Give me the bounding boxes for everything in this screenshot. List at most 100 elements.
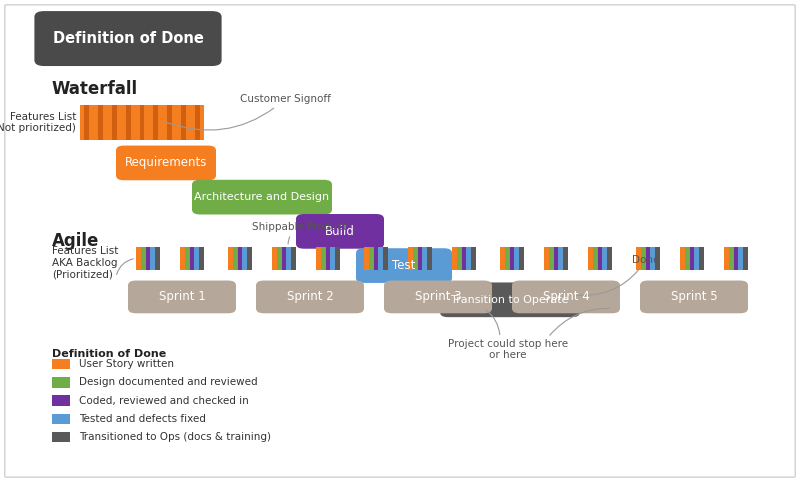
Text: Sprint 3: Sprint 3: [414, 291, 462, 303]
Bar: [167, 105, 172, 140]
Bar: [150, 247, 155, 270]
FancyBboxPatch shape: [256, 281, 364, 313]
Bar: [364, 247, 369, 270]
Bar: [602, 247, 607, 270]
Bar: [321, 247, 326, 270]
Bar: [641, 247, 646, 270]
Bar: [194, 247, 199, 270]
Text: Build: Build: [325, 225, 355, 238]
FancyBboxPatch shape: [512, 281, 620, 313]
Bar: [112, 105, 117, 140]
Bar: [330, 247, 335, 270]
Text: Transitioned to Ops (docs & training): Transitioned to Ops (docs & training): [79, 432, 271, 442]
Bar: [126, 105, 130, 140]
FancyBboxPatch shape: [640, 281, 748, 313]
Bar: [335, 247, 340, 270]
Bar: [326, 247, 330, 270]
Bar: [588, 247, 593, 270]
FancyBboxPatch shape: [296, 214, 384, 249]
Bar: [85, 105, 90, 140]
Bar: [690, 247, 694, 270]
Text: Definition of Done: Definition of Done: [53, 31, 203, 46]
Bar: [544, 247, 549, 270]
Bar: [598, 247, 602, 270]
Bar: [593, 247, 598, 270]
Text: Waterfall: Waterfall: [52, 80, 138, 98]
Bar: [316, 247, 321, 270]
FancyBboxPatch shape: [116, 146, 216, 180]
Text: Project could stop here
or here: Project could stop here or here: [448, 339, 568, 360]
Text: Features List
AKA Backlog
(Prioritized): Features List AKA Backlog (Prioritized): [52, 246, 118, 279]
Bar: [52, 414, 70, 424]
Bar: [646, 247, 650, 270]
Bar: [136, 247, 141, 270]
Bar: [650, 247, 655, 270]
Bar: [466, 247, 471, 270]
Bar: [738, 247, 743, 270]
Bar: [374, 247, 378, 270]
Bar: [554, 247, 558, 270]
Bar: [181, 105, 186, 140]
FancyBboxPatch shape: [192, 180, 332, 214]
Bar: [277, 247, 282, 270]
Bar: [194, 105, 199, 140]
Bar: [699, 247, 704, 270]
Bar: [505, 247, 510, 270]
Bar: [549, 247, 554, 270]
Text: Features List
(Not prioritized): Features List (Not prioritized): [0, 112, 76, 133]
Text: Tested and defects fixed: Tested and defects fixed: [79, 414, 206, 424]
Bar: [427, 247, 432, 270]
Bar: [233, 247, 238, 270]
Text: Definition of Done: Definition of Done: [52, 349, 166, 359]
Text: User Story written: User Story written: [79, 359, 174, 369]
Bar: [238, 247, 242, 270]
Text: Customer Signoff: Customer Signoff: [166, 94, 331, 130]
Bar: [743, 247, 748, 270]
Bar: [185, 247, 190, 270]
Bar: [563, 247, 568, 270]
Bar: [286, 247, 291, 270]
Bar: [519, 247, 524, 270]
Bar: [729, 247, 734, 270]
Bar: [139, 105, 145, 140]
Bar: [378, 247, 383, 270]
Bar: [408, 247, 413, 270]
Bar: [52, 432, 70, 442]
Bar: [457, 247, 462, 270]
Text: Agile: Agile: [52, 232, 99, 250]
Bar: [636, 247, 641, 270]
Bar: [98, 105, 103, 140]
Bar: [418, 247, 422, 270]
Bar: [383, 247, 388, 270]
Bar: [471, 247, 476, 270]
FancyBboxPatch shape: [440, 282, 580, 317]
Bar: [228, 247, 233, 270]
Bar: [141, 247, 146, 270]
Text: Test: Test: [392, 259, 416, 272]
Text: Sprint 5: Sprint 5: [670, 291, 718, 303]
Bar: [694, 247, 699, 270]
Bar: [452, 247, 457, 270]
Text: Shippable Product: Shippable Product: [252, 222, 347, 244]
Bar: [52, 359, 70, 369]
Bar: [422, 247, 427, 270]
Bar: [180, 247, 185, 270]
Bar: [247, 247, 252, 270]
Text: Coded, reviewed and checked in: Coded, reviewed and checked in: [79, 396, 249, 405]
Bar: [154, 105, 158, 140]
Bar: [510, 247, 514, 270]
Bar: [155, 247, 160, 270]
Bar: [558, 247, 563, 270]
Text: Sprint 1: Sprint 1: [158, 291, 206, 303]
Bar: [680, 247, 685, 270]
FancyBboxPatch shape: [128, 281, 236, 313]
Bar: [272, 247, 277, 270]
Bar: [655, 247, 660, 270]
Bar: [413, 247, 418, 270]
Bar: [724, 247, 729, 270]
Text: Done: Done: [577, 255, 659, 295]
Bar: [462, 247, 466, 270]
Bar: [242, 247, 247, 270]
Bar: [607, 247, 612, 270]
Bar: [190, 247, 194, 270]
